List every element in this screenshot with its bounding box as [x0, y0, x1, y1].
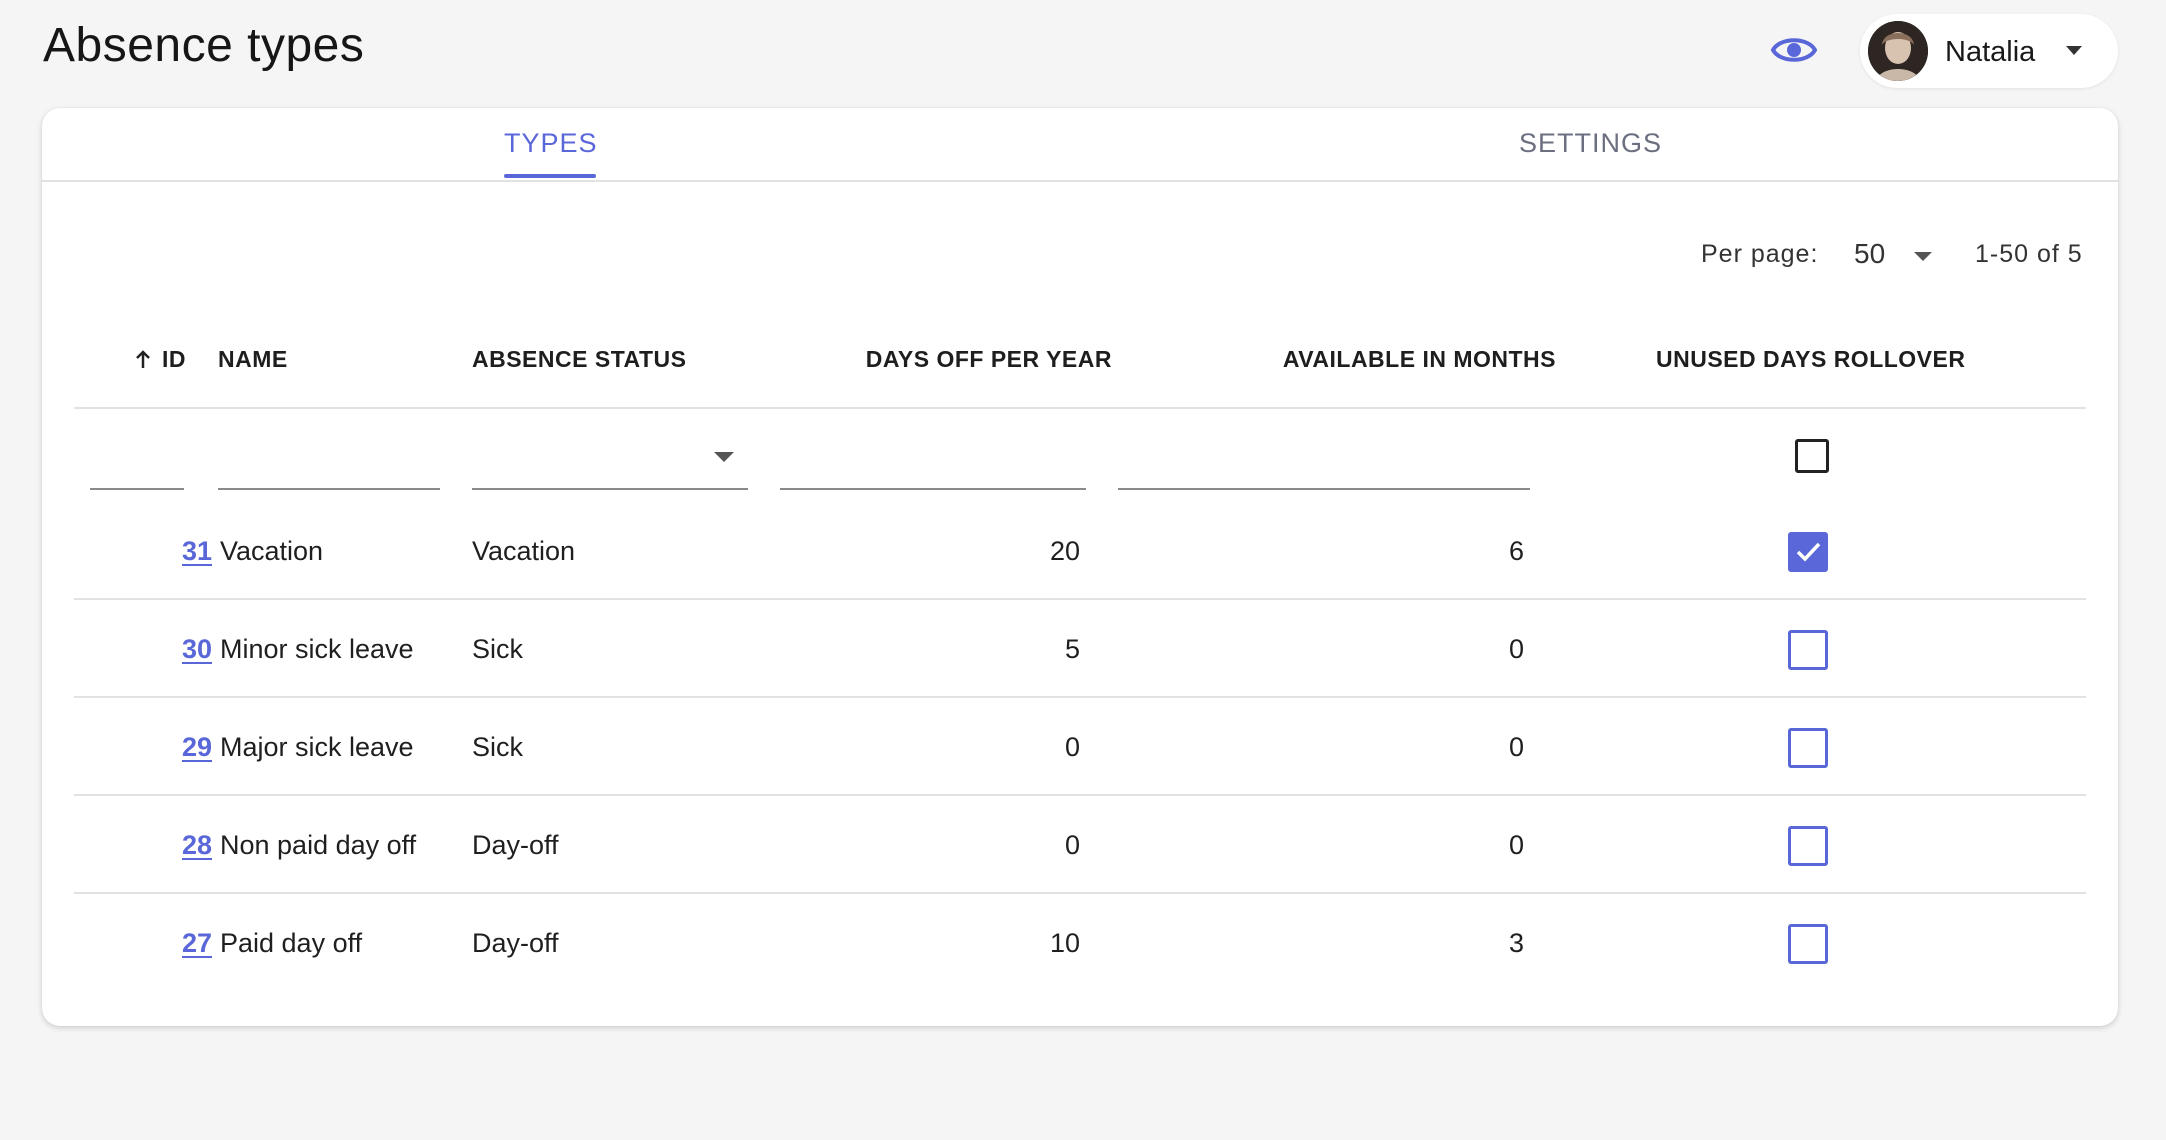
table-row: 28 Non paid day off Day-off 0 0 [74, 796, 2086, 894]
checkmark-icon [1796, 542, 1821, 562]
filter-absence-status-select[interactable] [472, 426, 748, 490]
filter-available-months-input[interactable] [1118, 426, 1530, 490]
table-row: 31 Vacation Vacation 20 6 [74, 502, 2086, 600]
tab-bar: TYPES SETTINGS [42, 108, 2118, 182]
column-header-id[interactable]: ID [162, 346, 186, 372]
filter-id-input[interactable] [90, 426, 184, 490]
row-available-in-months: 0 [1508, 732, 1524, 762]
rollover-checkbox[interactable] [1788, 728, 1828, 768]
filter-rollover-checkbox[interactable] [1795, 439, 1829, 473]
row-divider [74, 696, 2086, 698]
chevron-down-icon [2066, 46, 2082, 55]
row-absence-status: Sick [472, 732, 524, 762]
table-row: 29 Major sick leave Sick 0 0 [74, 698, 2086, 796]
per-page-label: Per page: [1701, 240, 1819, 268]
table-row: 30 Minor sick leave Sick 5 0 [74, 600, 2086, 698]
filter-days-off-input[interactable] [780, 426, 1086, 490]
chevron-down-icon [1914, 252, 1932, 261]
column-header-available-in-months[interactable]: AVAILABLE IN MONTHS [1282, 346, 1556, 372]
column-header-absence-status[interactable]: ABSENCE STATUS [472, 346, 687, 372]
column-header-name[interactable]: NAME [218, 346, 288, 372]
active-tab-indicator [504, 174, 596, 178]
row-absence-status: Day-off [472, 928, 559, 958]
row-days-off-per-year: 20 [1049, 536, 1080, 566]
table-row: 27 Paid day off Day-off 10 3 [74, 894, 2086, 992]
row-days-off-per-year: 5 [1064, 634, 1080, 664]
row-divider [74, 794, 2086, 796]
per-page-select[interactable]: 50 [1848, 236, 1944, 276]
row-name: Vacation [220, 536, 324, 566]
row-id-link[interactable]: 28 [181, 830, 212, 860]
row-name: Non paid day off [220, 830, 417, 860]
row-id-link[interactable]: 30 [181, 634, 212, 664]
row-available-in-months: 0 [1508, 634, 1524, 664]
column-header-days-off-per-year[interactable]: DAYS OFF PER YEAR [865, 346, 1112, 372]
row-days-off-per-year: 0 [1064, 830, 1080, 860]
chevron-down-icon [714, 452, 734, 462]
row-id-link[interactable]: 29 [181, 732, 212, 762]
row-id-link[interactable]: 27 [181, 928, 212, 958]
sort-ascending-icon[interactable] [133, 348, 153, 370]
row-name: Minor sick leave [220, 634, 414, 664]
row-absence-status: Day-off [472, 830, 559, 860]
filter-name-input[interactable] [218, 426, 440, 490]
row-divider [74, 598, 2086, 600]
user-name: Natalia [1945, 36, 2036, 68]
user-menu[interactable]: Natalia [1860, 14, 2118, 88]
rollover-checkbox[interactable] [1788, 924, 1828, 964]
row-name: Major sick leave [220, 732, 414, 762]
tab-settings[interactable]: SETTINGS [1519, 128, 1663, 158]
row-divider [74, 892, 2086, 894]
row-available-in-months: 0 [1508, 830, 1524, 860]
row-available-in-months: 6 [1508, 536, 1524, 566]
column-header-unused-days-rollover[interactable]: UNUSED DAYS ROLLOVER [1656, 346, 1966, 372]
rollover-checkbox[interactable] [1788, 532, 1828, 572]
tab-types[interactable]: TYPES [504, 128, 598, 158]
row-id-link[interactable]: 31 [181, 536, 212, 566]
row-absence-status: Vacation [472, 536, 576, 566]
absence-types-card: TYPES SETTINGS Per page: 50 1-50 of 5 ID… [42, 108, 2118, 1026]
page-title: Absence types [43, 19, 365, 72]
row-absence-status: Sick [472, 634, 524, 664]
row-days-off-per-year: 0 [1064, 732, 1080, 762]
header-divider [74, 407, 2086, 409]
row-available-in-months: 3 [1508, 928, 1524, 958]
row-name: Paid day off [220, 928, 363, 958]
pagination-range: 1-50 of 5 [1975, 240, 2083, 268]
avatar [1868, 21, 1928, 81]
eye-icon[interactable] [1770, 30, 1818, 70]
row-days-off-per-year: 10 [1049, 928, 1080, 958]
rollover-checkbox[interactable] [1788, 630, 1828, 670]
rollover-checkbox[interactable] [1788, 826, 1828, 866]
per-page-value: 50 [1854, 238, 1886, 269]
